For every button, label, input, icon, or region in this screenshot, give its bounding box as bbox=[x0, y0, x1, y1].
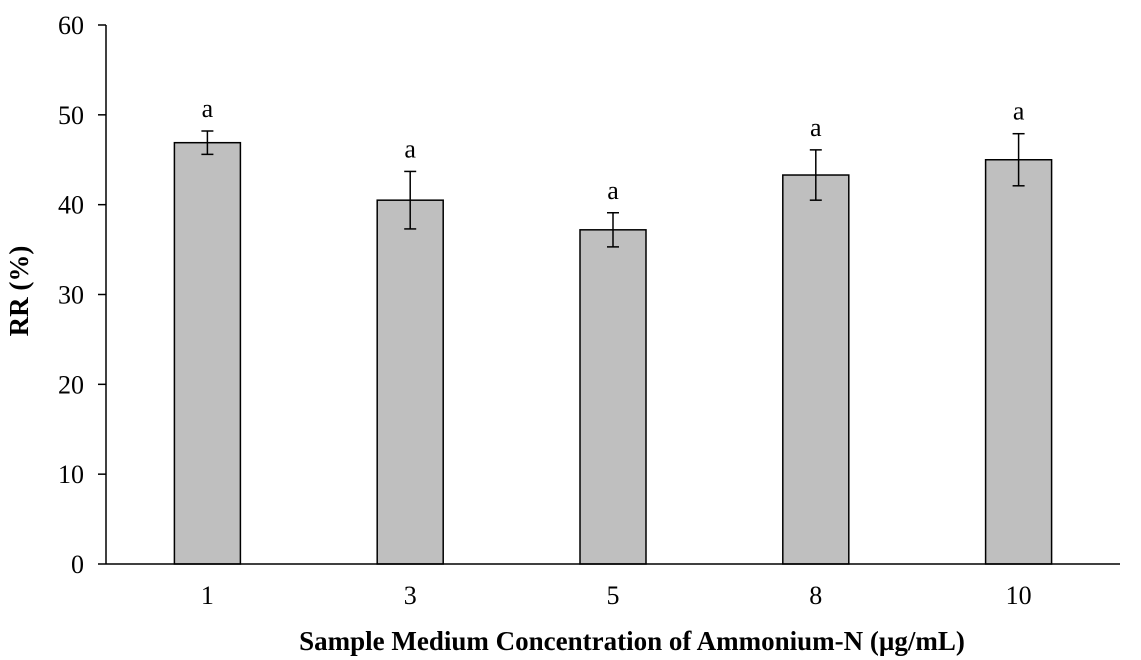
bar bbox=[984, 159, 1053, 565]
x-tick-label: 1 bbox=[201, 581, 214, 610]
y-tick-label: 30 bbox=[58, 281, 84, 310]
y-tick-label: 10 bbox=[58, 460, 84, 489]
bar bbox=[173, 141, 242, 565]
significance-label: a bbox=[202, 94, 214, 123]
y-tick-label: 0 bbox=[71, 550, 84, 579]
x-tick-label: 10 bbox=[1006, 581, 1032, 610]
x-tick-label: 3 bbox=[404, 581, 417, 610]
bar bbox=[782, 174, 850, 565]
x-axis-title: Sample Medium Concentration of Ammonium-… bbox=[299, 626, 965, 656]
significance-label: a bbox=[607, 176, 619, 205]
y-tick-label: 60 bbox=[58, 11, 84, 40]
x-tick-label: 5 bbox=[607, 581, 620, 610]
y-tick-label: 40 bbox=[58, 191, 84, 220]
y-axis-title: RR (%) bbox=[4, 246, 34, 337]
significance-label: a bbox=[404, 134, 416, 163]
bar bbox=[579, 229, 647, 565]
significance-label: a bbox=[810, 113, 822, 142]
y-tick-label: 50 bbox=[58, 101, 84, 130]
x-tick-label: 8 bbox=[809, 581, 822, 610]
bar bbox=[376, 199, 444, 565]
significance-label: a bbox=[1013, 97, 1025, 126]
plot-area: a 1 a 3 a 5 a 8 a 10 0 10 20 30 40 50 60 bbox=[58, 11, 1120, 610]
y-tick-label: 20 bbox=[58, 370, 84, 399]
